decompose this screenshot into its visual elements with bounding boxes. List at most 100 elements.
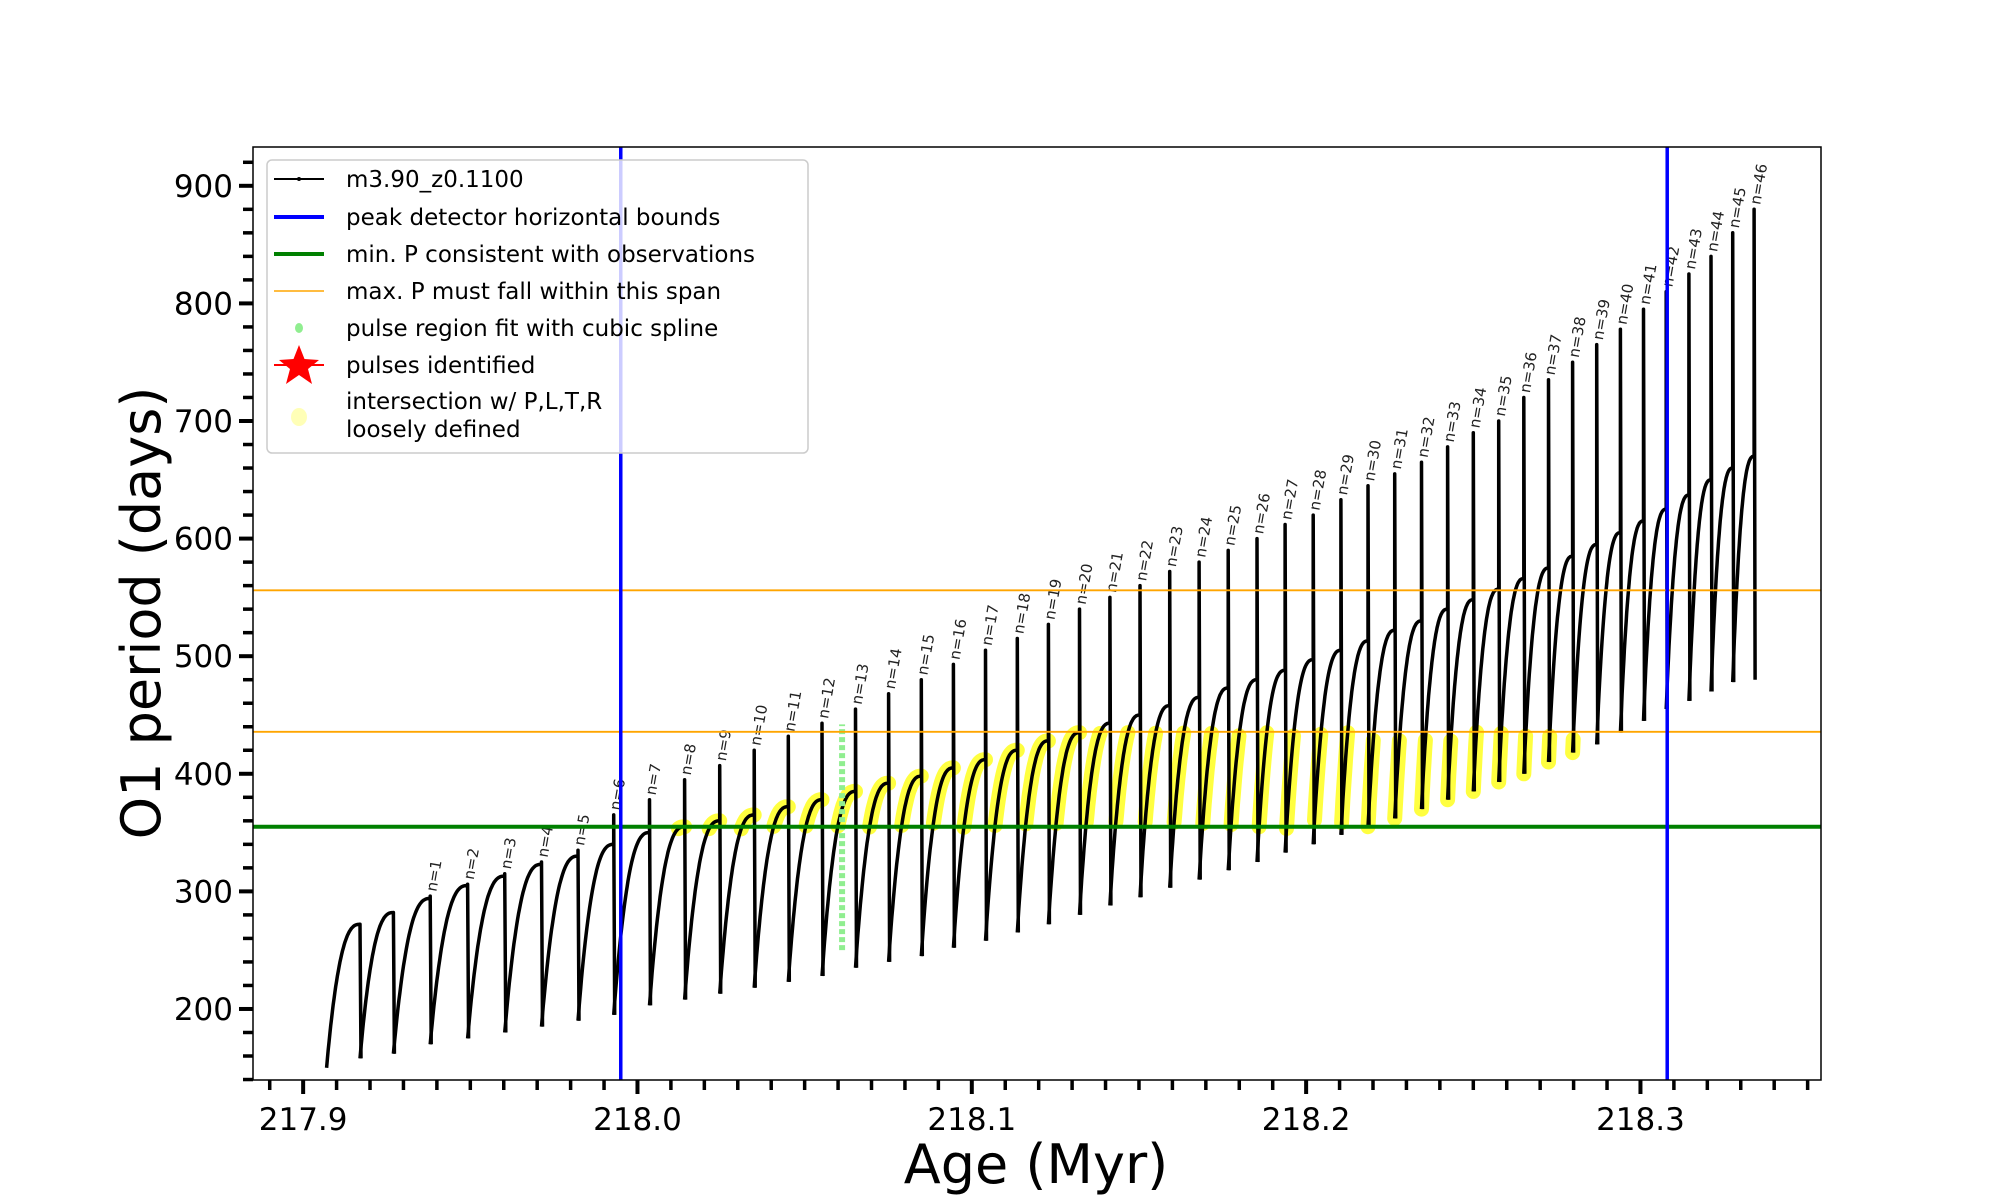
svg-text:peak detector horizontal bound: peak detector horizontal bounds	[346, 205, 720, 231]
pulse-label: n=23	[1162, 525, 1187, 569]
pulse-cycle-30	[1339, 483, 1371, 835]
pulse-cycle-17	[951, 648, 989, 948]
pulse-label: n=11	[781, 689, 806, 733]
pulse-label: n=30	[1360, 439, 1385, 483]
pulse-label: n=33	[1440, 400, 1465, 444]
x-tick-label: 217.9	[259, 1102, 348, 1138]
x-tick-label: 218.0	[593, 1102, 682, 1138]
pulse-label: n=25	[1220, 503, 1245, 547]
y-tick-label: 200	[174, 992, 233, 1028]
pulse-cycle-24	[1167, 560, 1202, 888]
pulse-label: n=13	[848, 662, 873, 706]
pulse-label: n=21	[1102, 550, 1127, 594]
pulse-label: n=31	[1387, 427, 1412, 471]
legend-box	[266, 159, 809, 454]
pulse-cycle-16	[919, 662, 957, 957]
y-tick-label: 700	[174, 404, 233, 440]
y-axis: 200 300 400 500 600 700 800 900	[174, 160, 253, 1082]
pulse-label: n=3	[497, 836, 520, 870]
pulse-cycle-20	[1046, 607, 1083, 925]
x-tick-label: 218.1	[927, 1102, 1016, 1138]
y-tick-label: 500	[174, 639, 233, 675]
pulse-cycle-26	[1226, 536, 1260, 871]
pulse-cycle-5	[539, 848, 581, 1027]
svg-text:m3.90_z0.1100: m3.90_z0.1100	[346, 167, 524, 193]
pulse-label: n=26	[1249, 492, 1274, 536]
pulse-cycle-4	[502, 860, 545, 1033]
pulse-cycle-18	[983, 636, 1021, 941]
pulse-label: n=19	[1041, 577, 1066, 621]
pulse-label: n=24	[1191, 515, 1216, 559]
pulse-cycle-31	[1366, 472, 1398, 827]
pulse-cycle-25	[1197, 548, 1231, 880]
legend-item-spline: pulse region fit with cubic spline	[295, 316, 718, 342]
pulse-cycle-1	[391, 894, 433, 1054]
pulse-label: n=14	[881, 647, 906, 691]
pulse-label: n=7	[642, 762, 665, 796]
pulse-cycle-6	[576, 813, 617, 1021]
pulse-cycle-36	[1496, 395, 1527, 783]
pulse-cycle-19	[1015, 622, 1052, 933]
pulse-cycle-8	[647, 777, 688, 1006]
pulse-cycle-29	[1311, 498, 1344, 845]
pulse-label: n=44	[1703, 209, 1728, 253]
pulse-label: n=45	[1725, 186, 1750, 230]
pulse-label: n=43	[1681, 227, 1706, 271]
svg-text:intersection w/ P,L,T,R: intersection w/ P,L,T,R	[346, 389, 602, 415]
pulse-label: n=15	[914, 633, 939, 677]
pulse-cycle-46	[1730, 207, 1757, 683]
pulse-label: n=16	[946, 617, 971, 661]
y-tick-label: 400	[174, 757, 233, 793]
pulse-label: n=39	[1589, 298, 1614, 342]
legend-item-pulses: pulses identified	[274, 345, 535, 384]
pulse-cycle-27	[1255, 522, 1288, 863]
pulse-label: n=17	[978, 603, 1003, 647]
pulse-label: n=46	[1746, 162, 1771, 206]
pulse-cycle-28	[1283, 513, 1316, 853]
pulse-cycle-38	[1546, 360, 1576, 763]
model-curve-segment	[324, 922, 363, 1068]
legend-item-min-p: min. P consistent with observations	[274, 242, 755, 268]
pulse-cycle-41	[1618, 307, 1647, 733]
star-icon	[279, 345, 319, 384]
legend: m3.90_z0.1100 peak detector horizontal b…	[266, 159, 809, 454]
pulse-label: n=36	[1516, 351, 1541, 395]
pulse-label: n=27	[1277, 478, 1302, 522]
pulse-cycle-33	[1419, 445, 1451, 810]
pulse-cycle-40	[1594, 327, 1624, 745]
pulse-label: n=38	[1565, 315, 1590, 359]
y-tick-label: 300	[174, 874, 233, 910]
x-tick-label: 218.2	[1262, 1102, 1351, 1138]
pulse-label: n=18	[1010, 592, 1035, 636]
pulse-label: n=2	[460, 847, 483, 881]
pulse-label: n=34	[1466, 386, 1491, 430]
pulse-label: n=8	[677, 742, 700, 776]
legend-item-peak-bounds: peak detector horizontal bounds	[274, 205, 720, 231]
pulse-label: n=4	[534, 824, 557, 858]
y-tick-label: 800	[174, 286, 233, 322]
legend-item-intersection: intersection w/ P,L,T,R loosely defined	[291, 389, 602, 443]
pulse-cycle-45	[1709, 231, 1736, 692]
pulse-label: n=42	[1658, 245, 1683, 289]
pulse-label: n=41	[1636, 262, 1661, 306]
pulse-cycle-43	[1664, 272, 1692, 710]
pulse-cycle-11	[752, 734, 792, 988]
y-tick-label: 900	[174, 169, 233, 205]
pulse-cycle-12	[786, 721, 825, 983]
x-axis-label: Age (Myr)	[904, 1133, 1169, 1196]
pulse-label: n=22	[1132, 539, 1157, 583]
pulse-cycle-21	[1077, 595, 1113, 916]
pulse-label: n=5	[570, 813, 593, 847]
pulse-label: n=32	[1414, 415, 1439, 459]
pulse-cycle-15	[886, 677, 925, 963]
pulse-label: n=20	[1072, 562, 1097, 606]
svg-text:pulse region fit with cubic sp: pulse region fit with cubic spline	[346, 316, 718, 342]
pulse-label: n=37	[1541, 333, 1566, 377]
pulse-cycle-42	[1641, 289, 1669, 721]
pulse-cycle-2	[428, 882, 471, 1045]
pulse-label: n=9	[712, 728, 735, 762]
pulse-cycle-3	[465, 871, 508, 1039]
pulse-label: n=10	[746, 703, 771, 747]
pulse-label: n=12	[814, 676, 839, 720]
